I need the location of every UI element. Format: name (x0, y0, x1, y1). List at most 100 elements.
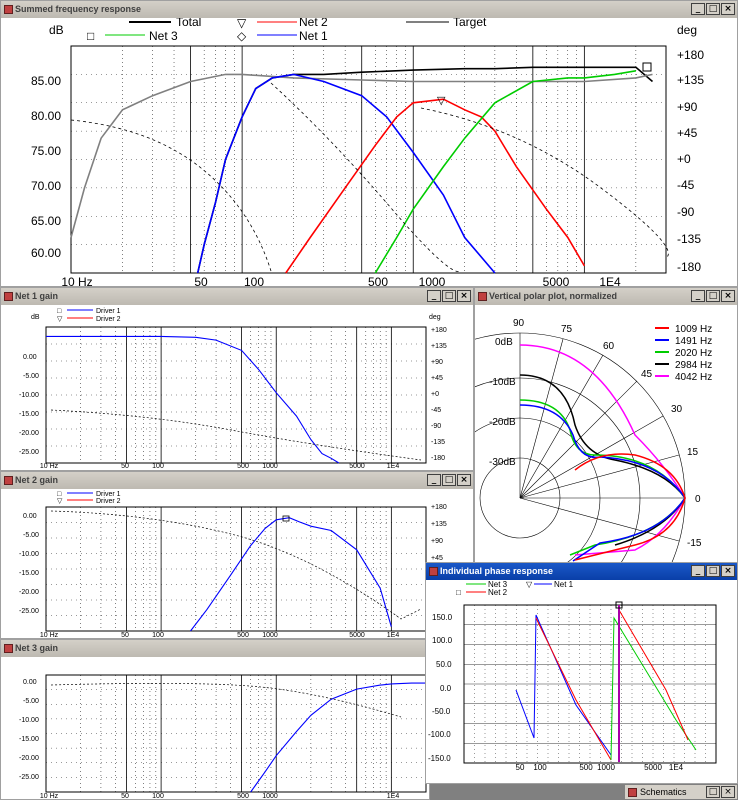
summed-curves (70, 66, 654, 274)
x-tick: 100 (533, 763, 547, 772)
schematics-minimized-window[interactable]: Schematics □ × (624, 784, 738, 800)
polar-radial-labels: 0dB -10dB -20dB -30dB (489, 337, 516, 468)
net2-peak-marker: ▽ (437, 95, 446, 107)
net1-window-controls: _ □ × (427, 290, 471, 302)
y-tick-right: +90 (677, 100, 698, 114)
legend-label: Driver 2 (96, 316, 121, 323)
minimize-button[interactable]: _ (691, 565, 705, 577)
phase-curve-net2-b (618, 609, 689, 741)
legend-label: Net 2 (488, 588, 508, 597)
polar-spoke (519, 338, 564, 499)
minimize-button[interactable]: _ (427, 290, 441, 302)
phase-titlebar[interactable]: Individual phase response _ □ × (426, 563, 737, 580)
net3-curves (250, 682, 426, 793)
minimize-button[interactable]: _ (691, 290, 705, 302)
net2-window[interactable]: Net 2 gain _ □ × □ Driver 1 ▽ Driver 2 0… (0, 471, 474, 639)
maximize-button[interactable]: □ (442, 290, 456, 302)
x-tick: 1000 (419, 275, 446, 287)
net2-title: Net 2 gain (15, 475, 59, 485)
net1-y-left-ticks: 0.00 -5.00 -10.00 -15.00 -20.00 -25.00 (19, 354, 39, 456)
y-tick: -15.00 (19, 411, 39, 418)
net3-window[interactable]: Net 3 gain 0.00 -5.00 -10.00 -15.00 -20.… (0, 639, 430, 800)
x-tick: 100 (244, 275, 264, 287)
phase-curve-net1 (515, 614, 612, 756)
x-tick: 50 (121, 632, 129, 639)
polar-window[interactable]: Vertical polar plot, normalized _ □ × 0d… (474, 287, 738, 567)
minimize-button[interactable]: _ (427, 474, 441, 486)
close-button[interactable]: × (457, 474, 471, 486)
summed-grid (70, 45, 667, 274)
phase-curve-dashed (420, 107, 669, 259)
maximize-button[interactable]: □ (442, 474, 456, 486)
y-tick-right: -90 (677, 205, 695, 219)
y-unit-right: deg (677, 23, 697, 37)
y-tick: -150.0 (428, 754, 451, 763)
net1-legend: □ Driver 1 ▽ Driver 2 (57, 308, 121, 323)
close-button[interactable]: × (721, 786, 735, 798)
legend-label-total: Total (176, 18, 201, 29)
summed-window-controls: _ □ × (691, 3, 735, 15)
summed-window[interactable]: Summed frequency response _ □ × dB deg T… (0, 0, 738, 287)
x-tick: 10 Hz (61, 275, 92, 287)
phase-curve-dashed (270, 82, 462, 273)
x-tick: 5000 (644, 763, 662, 772)
summed-y-right-ticks: +180 +135 +90 +45 +0 -45 -90 -135 -180 (677, 48, 704, 274)
phase-x-ticks: 50 100 500 1000 5000 1E4 (516, 763, 684, 772)
polar-spoke (519, 354, 604, 499)
net1-window[interactable]: Net 1 gain _ □ × dB deg □ Driver 1 ▽ Dri… (0, 287, 474, 471)
y-tick: 60.00 (31, 246, 61, 260)
minimize-button[interactable]: _ (691, 3, 705, 15)
legend-label: Driver 1 (96, 491, 121, 498)
net1-titlebar[interactable]: Net 1 gain _ □ × (1, 288, 473, 305)
legend-label: Net 3 (488, 580, 508, 589)
maximize-button[interactable]: □ (706, 565, 720, 577)
x-tick: 5000 (349, 463, 365, 470)
net3-titlebar[interactable]: Net 3 gain (1, 640, 429, 657)
close-button[interactable]: × (721, 565, 735, 577)
legend-marker: □ (57, 308, 62, 315)
maximize-button[interactable]: □ (706, 290, 720, 302)
schematics-controls: □ × (706, 786, 735, 798)
radial-label: -20dB (489, 417, 516, 428)
x-tick: 50 (121, 793, 129, 800)
legend-label-net2: Net 2 (299, 18, 328, 29)
series-line-net-2 (285, 98, 586, 274)
x-tick: 1E4 (387, 463, 400, 470)
phase-title: Individual phase response (440, 566, 554, 576)
x-tick: 1E4 (599, 275, 621, 287)
y-tick: -15.00 (19, 736, 39, 743)
net2-curves (190, 517, 392, 632)
net2-legend: □ Driver 1 ▽ Driver 2 (57, 491, 121, 505)
app-icon (628, 788, 637, 797)
x-tick: 100 (152, 632, 164, 639)
y-tick-right: -180 (431, 455, 445, 462)
maximize-button[interactable]: □ (706, 3, 720, 15)
phase-plot: Net 3 ▽ Net 1 □ Net 2 150.0 100.0 50.0 0… (428, 580, 717, 772)
legend-label: 1009 Hz (675, 324, 712, 335)
legend-label-net1: Net 1 (299, 29, 328, 43)
restore-button[interactable]: □ (706, 786, 720, 798)
phase-y-ticks: 150.0 100.0 50.0 0.0 -50.0 -100.0 -150.0 (428, 613, 453, 763)
close-button[interactable]: × (721, 3, 735, 15)
polar-titlebar[interactable]: Vertical polar plot, normalized _ □ × (475, 288, 737, 305)
x-tick: 1E4 (387, 632, 400, 639)
y-tick-right: +135 (431, 521, 447, 528)
series-line-target (70, 73, 653, 238)
y-tick-right: +135 (677, 73, 704, 87)
legend-marker-net1: ◇ (237, 29, 247, 43)
summed-title: Summed frequency response (15, 4, 142, 14)
summed-titlebar[interactable]: Summed frequency response _ □ × (1, 1, 737, 18)
angle-label: 60 (603, 341, 615, 352)
y-tick: 0.0 (440, 684, 452, 693)
app-icon (4, 476, 13, 485)
x-tick: 50 (121, 463, 129, 470)
close-button[interactable]: × (457, 290, 471, 302)
net2-titlebar[interactable]: Net 2 gain _ □ × (1, 472, 473, 489)
phase-window[interactable]: Individual phase response _ □ × Net 3 ▽ … (425, 562, 738, 784)
angle-label: 15 (687, 447, 699, 458)
legend-label: Driver 2 (96, 498, 121, 505)
phase-marker (615, 601, 623, 609)
legend-label: 2984 Hz (675, 360, 712, 371)
polar-window-controls: _ □ × (691, 290, 735, 302)
close-button[interactable]: × (721, 290, 735, 302)
